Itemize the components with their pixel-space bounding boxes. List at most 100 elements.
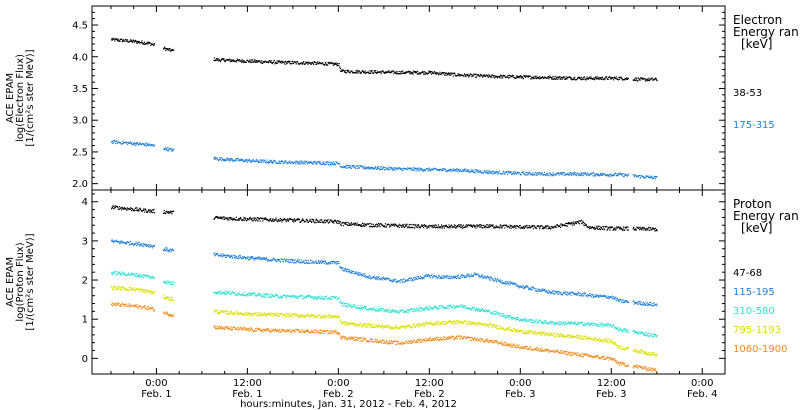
data-point (531, 321, 533, 323)
data-point (509, 281, 511, 283)
data-point (368, 308, 371, 310)
data-point (280, 297, 282, 299)
data-point (419, 73, 421, 75)
data-point (303, 160, 305, 162)
data-point (435, 73, 437, 75)
data-point (235, 216, 237, 218)
data-point (368, 166, 370, 168)
data-point (288, 161, 290, 163)
data-point (250, 161, 252, 163)
data-point (382, 279, 384, 281)
data-point (649, 80, 651, 82)
data-point (285, 294, 287, 297)
data-point (604, 325, 606, 327)
data-point (138, 144, 140, 146)
data-point (625, 78, 627, 80)
data-point (229, 61, 231, 63)
data-point (550, 175, 552, 177)
data-point (429, 72, 432, 74)
data-point (470, 273, 472, 275)
data-point (387, 168, 389, 170)
data-point (637, 77, 640, 79)
data-point (353, 222, 355, 224)
data-point (374, 70, 376, 72)
data-point (148, 42, 150, 44)
data-point (325, 220, 328, 222)
data-point (281, 297, 283, 299)
data-point (355, 70, 357, 72)
data-point (509, 314, 511, 316)
data-point (503, 171, 505, 173)
data-point (532, 78, 534, 80)
data-point (273, 219, 275, 221)
data-point (338, 296, 340, 299)
data-point (236, 58, 238, 60)
data-point (135, 40, 137, 42)
data-point (618, 329, 620, 331)
data-point (135, 274, 137, 276)
data-point (220, 216, 222, 218)
data-point (146, 142, 148, 144)
data-point (115, 288, 117, 290)
data-point (572, 323, 574, 325)
data-point (471, 226, 473, 228)
data-point (304, 259, 306, 261)
data-point (391, 71, 393, 73)
data-point (644, 176, 646, 179)
data-point (443, 277, 445, 279)
data-point (167, 250, 169, 252)
data-point (219, 61, 221, 63)
data-point (437, 224, 439, 226)
data-point (270, 218, 272, 220)
data-point (610, 324, 612, 326)
data-point (623, 329, 625, 331)
data-point (648, 77, 650, 79)
data-point (305, 220, 307, 222)
data-point (222, 57, 224, 60)
data-point (133, 209, 135, 211)
data-point (384, 166, 386, 168)
data-point (222, 218, 224, 220)
data-point (508, 172, 510, 174)
data-point (583, 224, 585, 226)
data-point (499, 313, 502, 315)
data-point (356, 273, 358, 275)
data-point (330, 164, 332, 166)
data-point (612, 77, 614, 79)
data-point (406, 169, 408, 171)
data-point (364, 166, 366, 168)
data-point (363, 165, 365, 167)
data-point (166, 48, 168, 50)
data-point (309, 62, 311, 64)
data-point (654, 334, 656, 336)
data-point (406, 72, 408, 74)
data-point (498, 170, 501, 172)
data-point (524, 75, 526, 77)
data-point (127, 272, 130, 274)
data-point (237, 158, 239, 160)
data-point (548, 227, 550, 229)
data-point (230, 59, 232, 61)
data-point (542, 226, 544, 228)
data-point (167, 296, 169, 298)
data-point (378, 223, 381, 225)
data-point (333, 164, 335, 166)
data-point (512, 226, 514, 228)
data-point (576, 321, 579, 323)
data-point (250, 160, 252, 162)
data-point (332, 62, 334, 65)
data-point (322, 260, 324, 262)
data-point (492, 74, 494, 76)
data-point (237, 294, 239, 296)
data-point (344, 303, 346, 305)
data-point (303, 260, 305, 262)
data-point (525, 319, 527, 321)
data-point (234, 159, 236, 161)
data-point (216, 291, 218, 294)
data-point (349, 305, 351, 307)
data-point (127, 289, 130, 291)
data-point (112, 240, 114, 242)
data-point (565, 294, 567, 296)
data-point (464, 226, 466, 229)
data-point (270, 259, 272, 261)
